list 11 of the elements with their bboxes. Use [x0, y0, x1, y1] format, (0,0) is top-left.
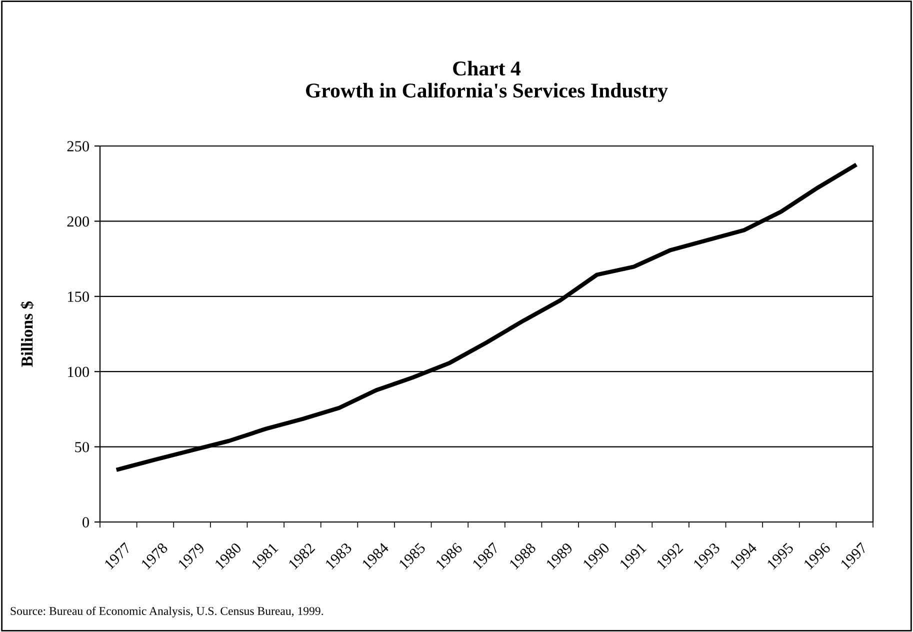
source-note: Source: Bureau of Economic Analysis, U.S. Census Bureau, 1999. [10, 606, 324, 618]
y-tick-label: 150 [68, 292, 89, 302]
x-tick-label: 1991 [619, 542, 647, 570]
chart-title: Chart 4 Growth in California's Services Industry [306, 60, 668, 102]
y-tick-label: 200 [67, 216, 89, 227]
y-tick-label: 0 [82, 517, 89, 528]
y-tick-label: 50 [75, 442, 89, 452]
x-tick-label: 1981 [251, 542, 278, 570]
y-tick-label: 100 [68, 366, 89, 378]
y-axis-title: Billions $ [20, 301, 34, 367]
y-tick-label: 250 [67, 141, 89, 152]
